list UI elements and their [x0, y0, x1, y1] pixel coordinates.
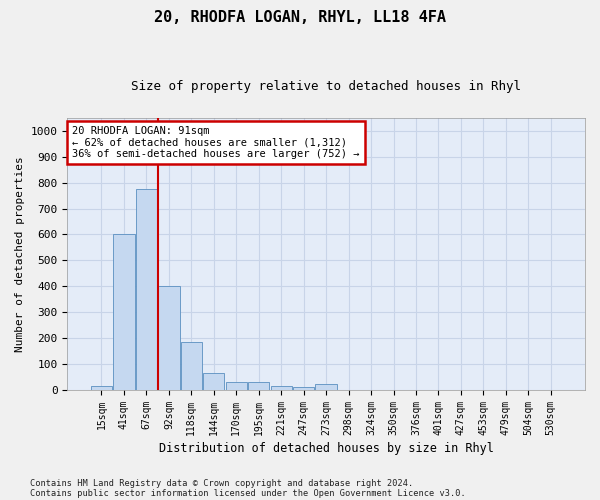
Text: Contains public sector information licensed under the Open Government Licence v3: Contains public sector information licen…	[30, 488, 466, 498]
X-axis label: Distribution of detached houses by size in Rhyl: Distribution of detached houses by size …	[159, 442, 494, 455]
Text: 20, RHODFA LOGAN, RHYL, LL18 4FA: 20, RHODFA LOGAN, RHYL, LL18 4FA	[154, 10, 446, 25]
Bar	[113, 234, 134, 390]
Title: Size of property relative to detached houses in Rhyl: Size of property relative to detached ho…	[131, 80, 521, 93]
Bar	[293, 388, 314, 390]
Bar	[271, 386, 292, 390]
Text: 20 RHODFA LOGAN: 91sqm
← 62% of detached houses are smaller (1,312)
36% of semi-: 20 RHODFA LOGAN: 91sqm ← 62% of detached…	[73, 126, 360, 159]
Bar	[158, 286, 179, 390]
Bar	[136, 189, 157, 390]
Bar	[91, 386, 112, 390]
Bar	[181, 342, 202, 390]
Bar	[316, 384, 337, 390]
Bar	[248, 382, 269, 390]
Y-axis label: Number of detached properties: Number of detached properties	[15, 156, 25, 352]
Bar	[203, 373, 224, 390]
Bar	[226, 382, 247, 390]
Text: Contains HM Land Registry data © Crown copyright and database right 2024.: Contains HM Land Registry data © Crown c…	[30, 478, 413, 488]
